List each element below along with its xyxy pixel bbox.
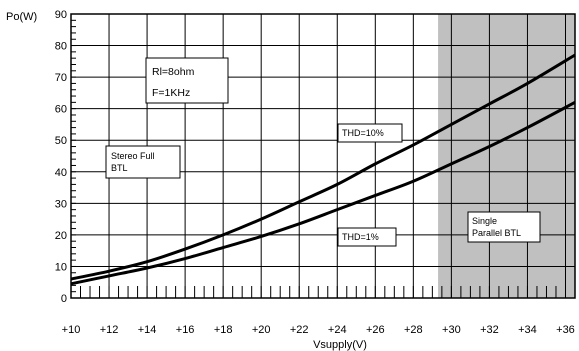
load-info-box: [145, 57, 229, 104]
y-tick-label: 0: [61, 293, 67, 305]
stereo-btl-box: [105, 145, 181, 179]
x-tick-label: +10: [62, 324, 81, 336]
x-tick-label: +34: [518, 324, 537, 336]
grid-layer: [70, 13, 575, 299]
stereo-btl-label-line2: BTL: [111, 163, 128, 173]
x-tick-label: +30: [442, 324, 461, 336]
series-layer: [70, 53, 576, 286]
thd1-label: THD=1%: [342, 232, 379, 242]
thd10-label-box: [337, 123, 403, 143]
y-tick-label: 40: [55, 167, 67, 179]
frequency-label: F=1KHz: [152, 87, 190, 99]
x-tick-label: +28: [404, 324, 423, 336]
single-parallel-label-line1: Single: [472, 216, 497, 226]
y-tick-label: 20: [55, 230, 67, 242]
x-tick-label: +18: [214, 324, 233, 336]
x-tick-label: +32: [480, 324, 499, 336]
x-tick-label: +22: [290, 324, 309, 336]
shaded-region-layer: [438, 14, 575, 298]
load-resistance-label: Rl=8ohm: [152, 66, 195, 78]
y-tick-label: 10: [55, 261, 67, 273]
single-parallel-label-line2: Parallel BTL: [472, 228, 521, 238]
plot-frame: [70, 13, 576, 299]
shaded-region: [438, 14, 575, 298]
thd10-label: THD=10%: [342, 128, 384, 138]
y-tick-label: 50: [55, 135, 67, 147]
x-tick-label: +24: [328, 324, 347, 336]
y-tick-label: 80: [55, 41, 67, 53]
y-tick-label: 30: [55, 198, 67, 210]
stereo-btl-label-line1: Stereo Full: [111, 151, 155, 161]
x-tick-label: +16: [176, 324, 195, 336]
y-tick-label: 70: [55, 72, 67, 84]
x-tick-label: +36: [556, 324, 575, 336]
x-tick-label: +14: [138, 324, 157, 336]
series-line-thd10: [70, 53, 576, 281]
x-axis-title: Vsupply(V): [313, 339, 367, 351]
x-tick-label: +12: [100, 324, 119, 336]
x-tick-label: +20: [252, 324, 271, 336]
y-tick-label: 90: [55, 9, 67, 21]
y-axis-title: Po(W): [6, 11, 37, 23]
tick-label-layer: +10 +12 +14 +16 +18 +20 +22 +24 +26 +28 +30 +32 +34 +…: [55, 9, 575, 336]
thd1-label-box: [337, 227, 397, 247]
single-parallel-btl-box: [467, 211, 541, 243]
x-tick-label: +26: [366, 324, 385, 336]
y-tick-label: 60: [55, 104, 67, 116]
series-line-thd1: [70, 101, 576, 286]
